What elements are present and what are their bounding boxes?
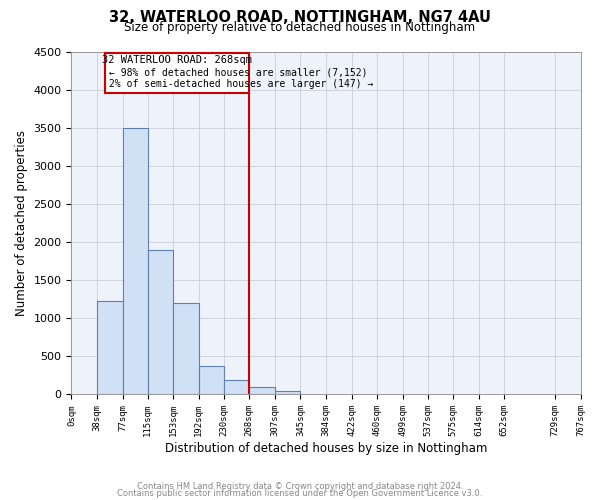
Text: ← 98% of detached houses are smaller (7,152): ← 98% of detached houses are smaller (7,… <box>109 68 367 78</box>
Bar <box>122 128 148 394</box>
Text: 32 WATERLOO ROAD: 268sqm: 32 WATERLOO ROAD: 268sqm <box>102 55 252 65</box>
Bar <box>249 387 275 394</box>
Bar <box>97 300 122 394</box>
Text: 32, WATERLOO ROAD, NOTTINGHAM, NG7 4AU: 32, WATERLOO ROAD, NOTTINGHAM, NG7 4AU <box>109 10 491 25</box>
Text: Contains HM Land Registry data © Crown copyright and database right 2024.: Contains HM Land Registry data © Crown c… <box>137 482 463 491</box>
Bar <box>275 390 301 394</box>
Y-axis label: Number of detached properties: Number of detached properties <box>15 130 28 316</box>
FancyBboxPatch shape <box>104 53 249 94</box>
Text: Size of property relative to detached houses in Nottingham: Size of property relative to detached ho… <box>124 21 476 34</box>
Text: Contains public sector information licensed under the Open Government Licence v3: Contains public sector information licen… <box>118 489 482 498</box>
Bar <box>224 380 249 394</box>
X-axis label: Distribution of detached houses by size in Nottingham: Distribution of detached houses by size … <box>165 442 487 455</box>
Bar <box>148 250 173 394</box>
Bar <box>173 303 199 394</box>
Bar <box>199 366 224 394</box>
Text: 2% of semi-detached houses are larger (147) →: 2% of semi-detached houses are larger (1… <box>109 79 373 89</box>
